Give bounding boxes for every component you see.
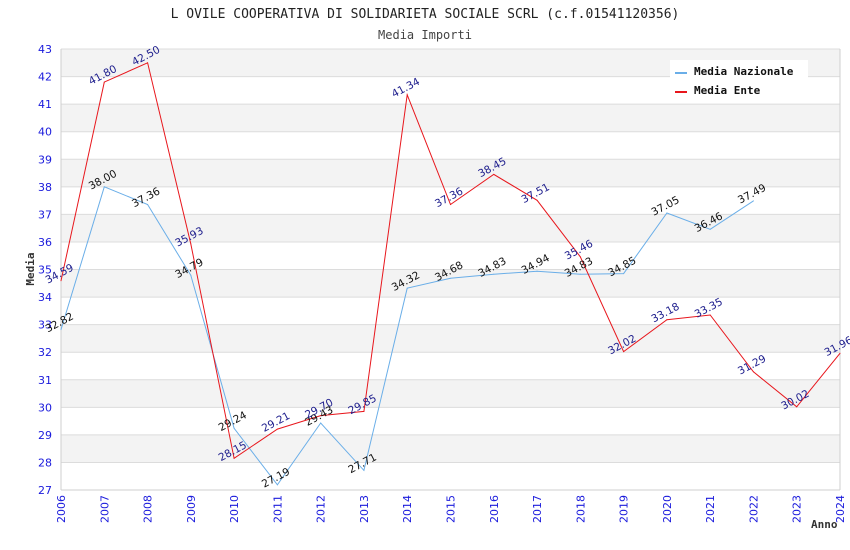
plot-band	[61, 214, 840, 242]
data-point-media-nazionale	[536, 270, 538, 272]
chart-title: L OVILE COOPERATIVA DI SOLIDARIETA SOCIA…	[171, 7, 680, 22]
x-tick-label: 2012	[315, 495, 328, 523]
data-point-media-nazionale	[666, 212, 668, 214]
data-point-media-ente	[709, 314, 711, 316]
plot-band	[61, 131, 840, 160]
x-tick-label: 2024	[834, 495, 847, 523]
y-tick-label: 39	[38, 153, 52, 166]
x-tick-label: 2013	[358, 495, 371, 523]
chart-subtitle: Media Importi	[378, 28, 472, 42]
data-point-media-nazionale	[752, 200, 754, 202]
x-tick-label: 2011	[271, 495, 284, 523]
legend-label-media-nazionale: Media Nazionale	[694, 65, 794, 78]
y-tick-label: 28	[38, 456, 52, 469]
x-tick-label: 2014	[401, 495, 414, 523]
data-point-media-ente	[190, 243, 192, 245]
plot-band	[61, 159, 840, 187]
data-point-media-nazionale	[363, 469, 365, 471]
x-tick-label: 2007	[98, 495, 111, 523]
y-tick-label: 34	[38, 291, 52, 304]
data-point-media-nazionale	[320, 422, 322, 424]
y-axis-label: Media	[24, 252, 37, 285]
data-point-media-nazionale	[450, 277, 451, 279]
data-point-media-ente	[666, 319, 668, 321]
legend: Media Nazionale Media Ente	[670, 60, 808, 102]
plot-band	[61, 434, 840, 463]
x-tick-label: 2017	[531, 495, 544, 523]
data-point-media-ente	[839, 352, 841, 354]
x-tick-labels: 2006 2007 2008 2009 2010 2011 2012 2013 2014 2015…	[55, 495, 847, 523]
data-point-media-nazionale	[493, 273, 495, 275]
x-tick-label: 2020	[661, 495, 674, 523]
plot-band	[61, 352, 840, 380]
x-tick-label: 2022	[747, 495, 760, 523]
plot-band	[61, 297, 840, 325]
x-tick-label: 2023	[791, 495, 804, 523]
data-point-media-ente	[796, 406, 798, 408]
plot-band	[61, 462, 840, 490]
data-point-media-ente	[233, 457, 235, 459]
x-tick-label: 2018	[574, 495, 587, 523]
x-tick-label: 2016	[488, 495, 501, 523]
data-point-media-ente	[493, 173, 495, 175]
plot-band	[61, 407, 840, 435]
data-point-media-ente	[536, 199, 538, 201]
y-tick-label: 43	[38, 43, 52, 56]
data-point-media-ente	[752, 371, 754, 373]
data-point-media-nazionale	[190, 274, 192, 276]
x-tick-label: 2006	[55, 495, 68, 523]
gridlines	[61, 48, 840, 491]
y-tick-label: 31	[38, 374, 52, 387]
plot-band	[61, 104, 840, 132]
y-tick-label: 38	[38, 181, 52, 194]
y-tick-label: 27	[38, 484, 52, 497]
x-tick-label: 2008	[142, 495, 155, 523]
y-tick-label: 37	[38, 208, 52, 221]
data-point-media-ente	[579, 256, 581, 258]
data-point-media-nazionale	[147, 203, 149, 205]
series-group	[60, 62, 841, 486]
plot-band	[61, 324, 840, 353]
x-tick-label: 2015	[445, 495, 458, 523]
data-point-media-ente	[60, 280, 62, 282]
legend-box	[670, 60, 808, 102]
data-point-media-nazionale	[709, 228, 711, 230]
y-tick-label: 33	[38, 319, 52, 332]
y-tick-label: 41	[38, 98, 52, 111]
data-point-media-nazionale	[406, 287, 408, 289]
plot-band	[61, 269, 840, 298]
y-tick-label: 30	[38, 401, 52, 414]
data-point-media-ente	[450, 203, 451, 205]
x-axis-label: Anno	[811, 518, 838, 531]
y-tick-label: 40	[38, 126, 52, 139]
plot-band	[61, 186, 840, 215]
data-point-media-ente	[320, 415, 322, 417]
y-tick-label: 29	[38, 429, 52, 442]
data-point-media-ente	[103, 81, 105, 83]
x-tick-label: 2009	[185, 495, 198, 523]
y-tick-label: 36	[38, 236, 52, 249]
data-point-media-nazionale	[623, 273, 625, 275]
plot-band	[61, 379, 840, 408]
data-point-media-nazionale	[60, 329, 62, 331]
y-tick-label: 35	[38, 264, 52, 277]
x-tick-label: 2019	[618, 495, 631, 523]
data-point-media-nazionale	[103, 186, 105, 188]
y-tick-label: 42	[38, 71, 52, 84]
data-point-media-nazionale	[579, 273, 581, 275]
data-point-media-ente	[147, 62, 149, 64]
y-tick-labels: 27 28 29 30 31 32 33 34 35 36 37 38 39 40 41 42 43	[38, 43, 52, 497]
legend-label-media-ente: Media Ente	[694, 84, 761, 97]
data-point-media-ente	[406, 94, 408, 96]
data-point-media-ente	[276, 428, 278, 430]
data-point-media-ente	[623, 351, 625, 353]
y-tick-label: 32	[38, 346, 52, 359]
data-point-media-nazionale	[233, 427, 235, 429]
x-tick-label: 2021	[704, 495, 717, 523]
data-point-media-ente	[363, 410, 365, 412]
plot-background-bands	[61, 49, 840, 490]
x-tick-label: 2010	[228, 495, 241, 523]
data-point-media-nazionale	[276, 484, 278, 486]
